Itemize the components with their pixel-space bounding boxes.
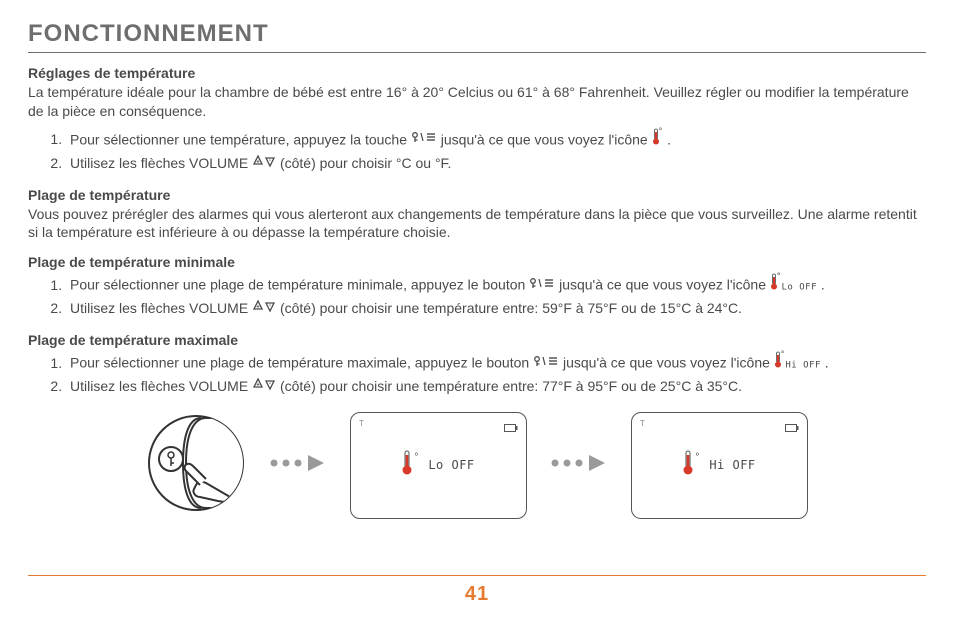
sec3-heading: Plage de température minimale bbox=[28, 254, 926, 270]
volume-arrows-icon: + - bbox=[252, 153, 276, 174]
sec1-step2: Utilisez les flèches VOLUME + - (côté) p… bbox=[66, 153, 926, 175]
sec3-steps: Pour sélectionner une plage de températu… bbox=[28, 274, 926, 320]
thermo-lo-label: Lo OFF bbox=[782, 283, 818, 293]
sec3-step2-a: Utilisez les flèches VOLUME bbox=[70, 300, 252, 316]
volume-arrows-icon: + - bbox=[252, 298, 276, 319]
degree-mark: ° bbox=[659, 126, 663, 136]
sec3-step1-c: . bbox=[821, 277, 825, 293]
battery-icon bbox=[785, 419, 799, 437]
sec1-step1-b: jusqu'à ce que vous voyez l'icône bbox=[441, 131, 652, 147]
svg-text:+: + bbox=[256, 382, 260, 388]
svg-text:-: - bbox=[269, 381, 271, 387]
thermometer-icon bbox=[683, 450, 693, 481]
key-menu-icon bbox=[533, 353, 559, 374]
screen-lo-content: ° Lo OFF bbox=[402, 450, 474, 481]
page-title: FONCTIONNEMENT bbox=[28, 20, 926, 53]
sec4-step1-b: jusqu'à ce que vous voyez l'icône bbox=[563, 355, 774, 371]
sec3-step1-b: jusqu'à ce que vous voyez l'icône bbox=[559, 277, 770, 293]
volume-arrows-icon: + - bbox=[252, 376, 276, 397]
key-menu-icon bbox=[529, 275, 555, 296]
screen-lo-label: Lo OFF bbox=[428, 458, 474, 472]
battery-icon bbox=[504, 419, 518, 437]
sec4-step2: Utilisez les flèches VOLUME + - (côté) p… bbox=[66, 376, 926, 398]
thermometer-icon bbox=[402, 450, 412, 481]
key-menu-icon bbox=[411, 129, 437, 150]
degree-mark: ° bbox=[781, 349, 785, 359]
sec4-step1: Pour sélectionner une plage de températu… bbox=[66, 352, 926, 376]
svg-text:-: - bbox=[269, 303, 271, 309]
sec3-step2: Utilisez les flèches VOLUME + - (côté) p… bbox=[66, 298, 926, 320]
figure-row: T ° Lo OFF bbox=[28, 412, 926, 519]
svg-text:-: - bbox=[269, 158, 271, 164]
screen-corner-t: T bbox=[640, 419, 645, 428]
screen-hi: T ° Hi OFF bbox=[631, 412, 808, 519]
svg-text:+: + bbox=[256, 159, 260, 165]
sec1-step2-b: (côté) pour choisir °C ou °F. bbox=[280, 155, 451, 171]
degree-mark: ° bbox=[414, 452, 418, 463]
page-number: 41 bbox=[0, 583, 954, 606]
sec4-heading: Plage de température maximale bbox=[28, 332, 926, 348]
sec3-step1: Pour sélectionner une plage de températu… bbox=[66, 274, 926, 298]
degree-mark: ° bbox=[777, 271, 781, 281]
sec2-intro: Vous pouvez prérégler des alarmes qui vo… bbox=[28, 205, 926, 243]
dots-arrow-icon bbox=[549, 453, 609, 478]
sec1-steps: Pour sélectionner une température, appuy… bbox=[28, 129, 926, 175]
footer-divider bbox=[28, 575, 926, 576]
remote-press-figure bbox=[146, 413, 246, 518]
sec1-step2-a: Utilisez les flèches VOLUME bbox=[70, 155, 252, 171]
screen-hi-content: ° Hi OFF bbox=[683, 450, 755, 481]
sec2-heading: Plage de température bbox=[28, 187, 926, 203]
sec1-step1: Pour sélectionner une température, appuy… bbox=[66, 129, 926, 153]
degree-mark: ° bbox=[695, 452, 699, 463]
manual-page: FONCTIONNEMENT Réglages de température L… bbox=[0, 0, 954, 519]
sec4-steps: Pour sélectionner une plage de températu… bbox=[28, 352, 926, 398]
thermo-hi-label: Hi OFF bbox=[785, 361, 821, 371]
screen-hi-label: Hi OFF bbox=[709, 458, 755, 472]
screen-corner-t: T bbox=[359, 419, 364, 428]
sec4-step2-a: Utilisez les flèches VOLUME bbox=[70, 378, 252, 394]
sec3-step1-a: Pour sélectionner une plage de températu… bbox=[70, 277, 529, 293]
sec3-step2-b: (côté) pour choisir une température entr… bbox=[280, 300, 742, 316]
sec4-step1-c: . bbox=[825, 355, 829, 371]
sec1-step1-a: Pour sélectionner une température, appuy… bbox=[70, 131, 411, 147]
sec1-step1-c: . bbox=[667, 131, 671, 147]
dots-arrow-icon bbox=[268, 453, 328, 478]
sec1-intro: La température idéale pour la chambre de… bbox=[28, 83, 926, 121]
sec1-heading: Réglages de température bbox=[28, 65, 926, 81]
sec4-step2-b: (côté) pour choisir une température entr… bbox=[280, 378, 742, 394]
svg-text:+: + bbox=[256, 305, 260, 311]
sec4-step1-a: Pour sélectionner une plage de températu… bbox=[70, 355, 533, 371]
screen-lo: T ° Lo OFF bbox=[350, 412, 527, 519]
